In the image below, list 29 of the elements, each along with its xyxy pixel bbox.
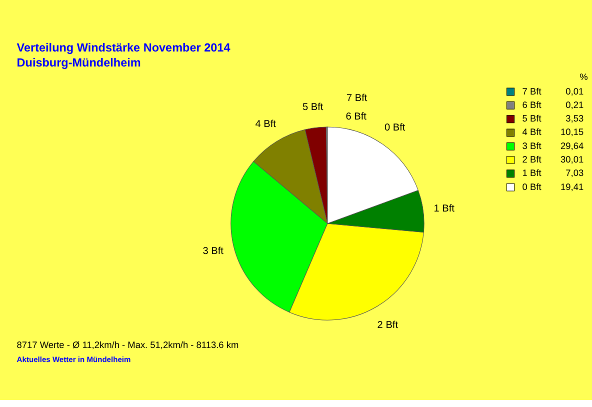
category-label: 6 Bft	[346, 111, 366, 122]
text: Duisburg-Mündelheim	[16, 56, 141, 70]
slice-label: 1 Bft	[434, 204, 455, 215]
slice-label: 4 Bft	[255, 118, 276, 130]
data-label: 3,53	[566, 114, 584, 124]
data-label: 19,41	[560, 182, 584, 192]
legend-label: 0 Bft	[522, 182, 542, 192]
slice-label: 0 Bft	[384, 122, 406, 134]
legend-label: 5 Bft	[522, 114, 542, 124]
data-label: 29,64	[560, 140, 584, 151]
legend-label: 6 Bft	[522, 100, 542, 110]
data-label: 7,03	[566, 168, 584, 178]
category-label: 7 Bft	[346, 92, 368, 104]
slice-label: 3 Bft	[202, 246, 224, 258]
slice-label: 5 Bft	[302, 102, 324, 114]
text: Aktuelles Wetter in Mündelheim	[16, 355, 132, 364]
legend-title: %	[580, 72, 588, 82]
legend-label: 4 Bft	[522, 127, 542, 138]
data-label: 0,01	[566, 86, 584, 96]
legend-label: 7 Bft	[522, 86, 542, 96]
data-label: 30,01	[560, 154, 584, 165]
legend-label: 3 Bft	[522, 140, 542, 151]
text: 8717 Werte - Ø 11,2km/h - Max. 51,2km/h - 8113.6 km	[16, 340, 239, 350]
data-label: 10,15	[560, 127, 584, 138]
chart-title: Verteilung Windstärke November 2014	[16, 41, 231, 54]
legend-label: 1 Bft	[522, 168, 542, 178]
data-label: 0,21	[566, 100, 584, 110]
slice-label: 2 Bft	[377, 320, 398, 331]
legend-label: 2 Bft	[522, 154, 542, 165]
